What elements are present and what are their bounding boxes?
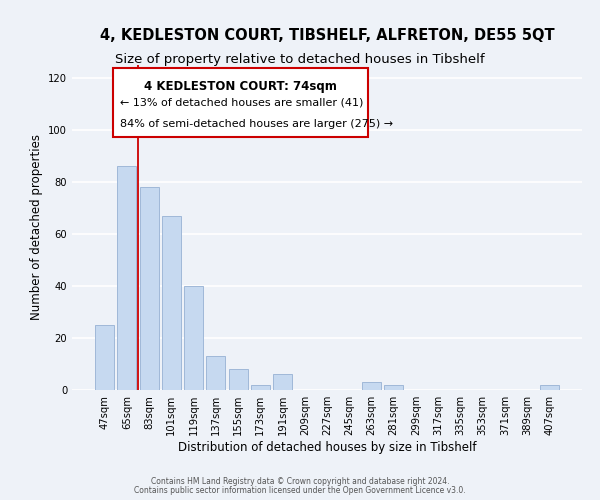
Bar [540, 385, 559, 390]
Y-axis label: Number of detached properties: Number of detached properties [29, 134, 43, 320]
Text: 4 KEDLESTON COURT: 74sqm: 4 KEDLESTON COURT: 74sqm [144, 80, 337, 92]
Bar [384, 385, 403, 390]
Bar [118, 166, 136, 390]
Bar [251, 385, 270, 390]
Text: ← 13% of detached houses are smaller (41): ← 13% of detached houses are smaller (41… [121, 98, 364, 108]
X-axis label: Distribution of detached houses by size in Tibshelf: Distribution of detached houses by size … [178, 441, 476, 454]
Bar [206, 356, 225, 390]
Bar [273, 374, 292, 390]
Bar [140, 187, 158, 390]
Text: Contains HM Land Registry data © Crown copyright and database right 2024.: Contains HM Land Registry data © Crown c… [151, 477, 449, 486]
Bar [162, 216, 181, 390]
Bar [362, 382, 381, 390]
Text: Contains public sector information licensed under the Open Government Licence v3: Contains public sector information licen… [134, 486, 466, 495]
Bar [95, 325, 114, 390]
FancyBboxPatch shape [113, 68, 368, 136]
Text: 84% of semi-detached houses are larger (275) →: 84% of semi-detached houses are larger (… [121, 118, 394, 128]
Text: Size of property relative to detached houses in Tibshelf: Size of property relative to detached ho… [115, 52, 485, 66]
Bar [184, 286, 203, 390]
Title: 4, KEDLESTON COURT, TIBSHELF, ALFRETON, DE55 5QT: 4, KEDLESTON COURT, TIBSHELF, ALFRETON, … [100, 28, 554, 43]
Bar [229, 369, 248, 390]
